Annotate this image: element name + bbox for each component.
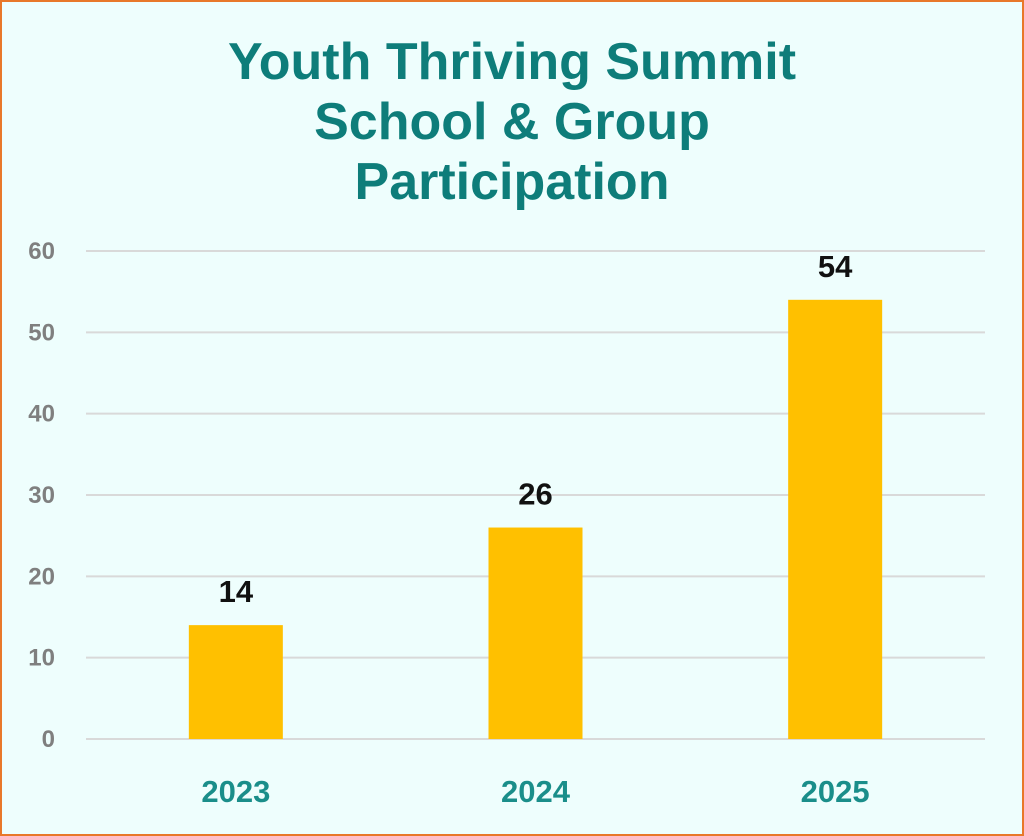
y-tick-label: 40 [28, 401, 55, 428]
y-tick-label: 50 [28, 319, 55, 346]
chart-title-line-1: Youth Thriving Summit [227, 33, 797, 91]
data-label: 54 [818, 249, 853, 284]
chart-title-line-3: Participation [354, 153, 670, 211]
data-labels: 14 26 54 [219, 249, 854, 609]
y-tick-label: 30 [28, 482, 55, 509]
data-label: 14 [219, 574, 254, 609]
chart-title-line-2: School & Group [314, 93, 710, 151]
x-tick-label: 2024 [501, 774, 571, 809]
x-tick-label: 2023 [201, 774, 270, 809]
data-label: 26 [518, 477, 552, 512]
y-axis: 0 10 20 30 40 50 60 [28, 238, 55, 753]
bars [188, 299, 883, 739]
bar [188, 625, 283, 739]
chart-title: Youth Thriving Summit School & Group Par… [2, 32, 1022, 212]
x-axis: 2023 2024 2025 [201, 774, 869, 809]
y-tick-label: 20 [28, 563, 55, 590]
bar [788, 299, 883, 739]
x-tick-label: 2025 [801, 774, 870, 809]
y-tick-label: 0 [42, 726, 55, 753]
bar [488, 527, 583, 739]
y-tick-label: 10 [28, 645, 55, 672]
y-tick-label: 60 [28, 238, 55, 265]
